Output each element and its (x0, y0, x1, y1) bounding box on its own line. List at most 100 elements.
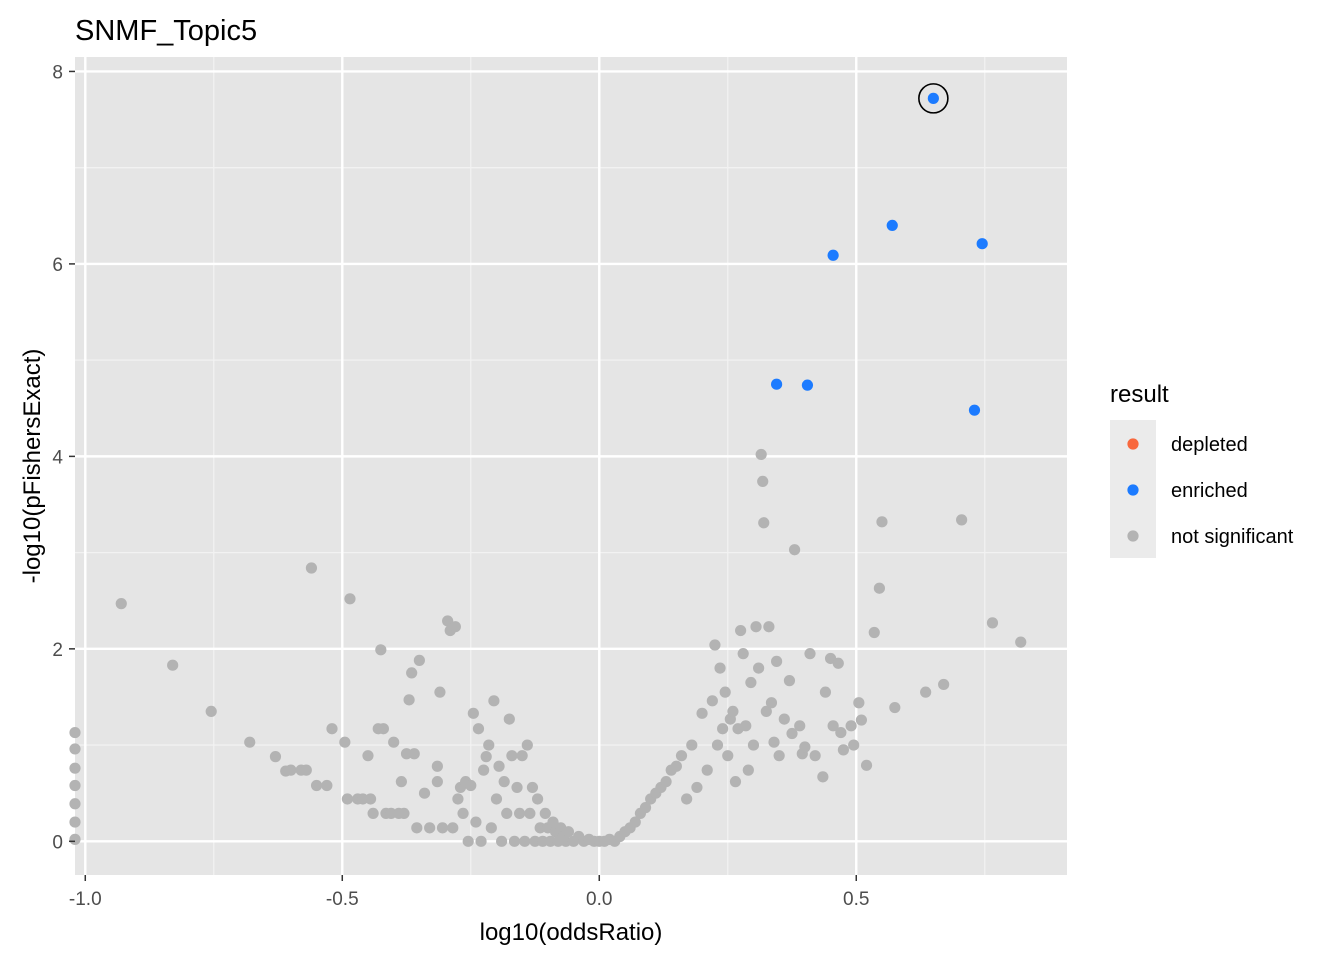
point-not-significant (452, 793, 464, 805)
point-not-significant (706, 695, 718, 707)
point-not-significant (362, 750, 374, 762)
point-enriched (976, 238, 988, 250)
point-not-significant (729, 776, 742, 788)
point-not-significant (310, 779, 323, 792)
point-not-significant (480, 751, 492, 763)
point-not-significant (69, 762, 81, 774)
chart-title: SNMF_Topic5 (75, 15, 257, 47)
point-enriched (968, 404, 981, 416)
minor-gridlines (75, 57, 1067, 875)
point-not-significant (424, 822, 436, 834)
point-not-significant (711, 739, 724, 751)
point-not-significant (431, 760, 443, 772)
point-not-significant (804, 648, 816, 660)
y-tick-label: 4 (52, 447, 63, 468)
point-not-significant (357, 793, 369, 805)
point-not-significant (827, 720, 839, 732)
point-enriched (927, 92, 939, 104)
point-not-significant (562, 826, 575, 838)
point-not-significant (483, 739, 495, 751)
point-not-significant (534, 822, 546, 834)
point-not-significant (115, 598, 127, 610)
legend: result depleted enriched not significant (1110, 381, 1294, 558)
point-not-significant (321, 779, 333, 792)
y-tick-label: 6 (52, 255, 63, 276)
point-not-significant (709, 639, 721, 651)
point-not-significant (639, 802, 652, 814)
point-not-significant (436, 822, 449, 834)
point-not-significant (742, 764, 754, 776)
point-not-significant (69, 816, 81, 828)
point-not-significant (681, 793, 693, 805)
point-not-significant (408, 748, 420, 760)
point-not-significant (508, 835, 521, 847)
point-not-significant (757, 475, 769, 487)
point-not-significant (670, 760, 682, 772)
point-not-significant (400, 748, 413, 760)
point-not-significant (377, 723, 389, 735)
x-axis-title: log10(oddsRatio) (480, 919, 663, 946)
point-not-significant (475, 835, 487, 847)
y-tick-label: 0 (52, 832, 63, 853)
point-not-significant (326, 723, 338, 735)
point-not-significant (511, 781, 523, 794)
point-not-significant (817, 771, 829, 783)
point-not-significant (719, 686, 731, 698)
point-not-significant (506, 750, 518, 762)
point-not-significant (547, 816, 559, 828)
point-not-significant (69, 743, 81, 755)
point-not-significant (457, 807, 469, 820)
point-not-significant (69, 833, 81, 845)
point-not-significant (809, 750, 821, 762)
point-not-significant (696, 707, 708, 719)
point-not-significant (765, 697, 778, 709)
point-not-significant (837, 744, 850, 756)
point-not-significant (701, 764, 713, 776)
point-not-significant (745, 676, 757, 689)
point-not-significant (691, 781, 703, 794)
point-not-significant (69, 798, 81, 810)
point-not-significant (385, 807, 397, 820)
point-not-significant (501, 807, 513, 820)
point-not-significant (889, 701, 901, 714)
point-not-significant (848, 739, 860, 751)
point-not-significant (519, 835, 531, 847)
point-not-significant (750, 621, 762, 633)
point-not-significant (529, 835, 541, 847)
highlight-ring (918, 83, 949, 114)
point-not-significant (755, 448, 767, 461)
point-not-significant (788, 544, 801, 556)
point-not-significant (786, 727, 798, 740)
point-not-significant (868, 626, 880, 639)
plot-panel (75, 57, 1067, 875)
point-not-significant (735, 624, 747, 637)
point-not-significant (488, 695, 500, 707)
point-not-significant (465, 779, 477, 792)
point-not-significant (503, 713, 515, 725)
point-not-significant (69, 726, 81, 739)
point-not-significant (344, 593, 356, 605)
point-not-significant (285, 764, 297, 776)
point-not-significant (737, 648, 749, 660)
point-not-significant (832, 657, 844, 669)
point-not-significant (778, 713, 790, 725)
point-not-significant (269, 751, 282, 763)
point-not-significant (758, 517, 770, 529)
point-not-significant (478, 764, 490, 776)
point-not-significant (539, 807, 551, 820)
legend-label: depleted (1171, 434, 1248, 456)
point-not-significant (860, 759, 873, 771)
point-not-significant (560, 835, 572, 847)
point-not-significant (367, 807, 379, 820)
point-not-significant (514, 807, 526, 820)
highlight-marker (918, 83, 949, 114)
point-not-significant (763, 621, 775, 633)
point-not-significant (449, 621, 461, 633)
point-not-significant (686, 739, 698, 751)
point-not-significant (675, 750, 688, 762)
point-not-significant (537, 835, 549, 847)
legend-key (1127, 530, 1139, 542)
point-not-significant (853, 697, 865, 709)
y-tick-label: 2 (52, 640, 63, 661)
point-enriched (827, 249, 839, 261)
